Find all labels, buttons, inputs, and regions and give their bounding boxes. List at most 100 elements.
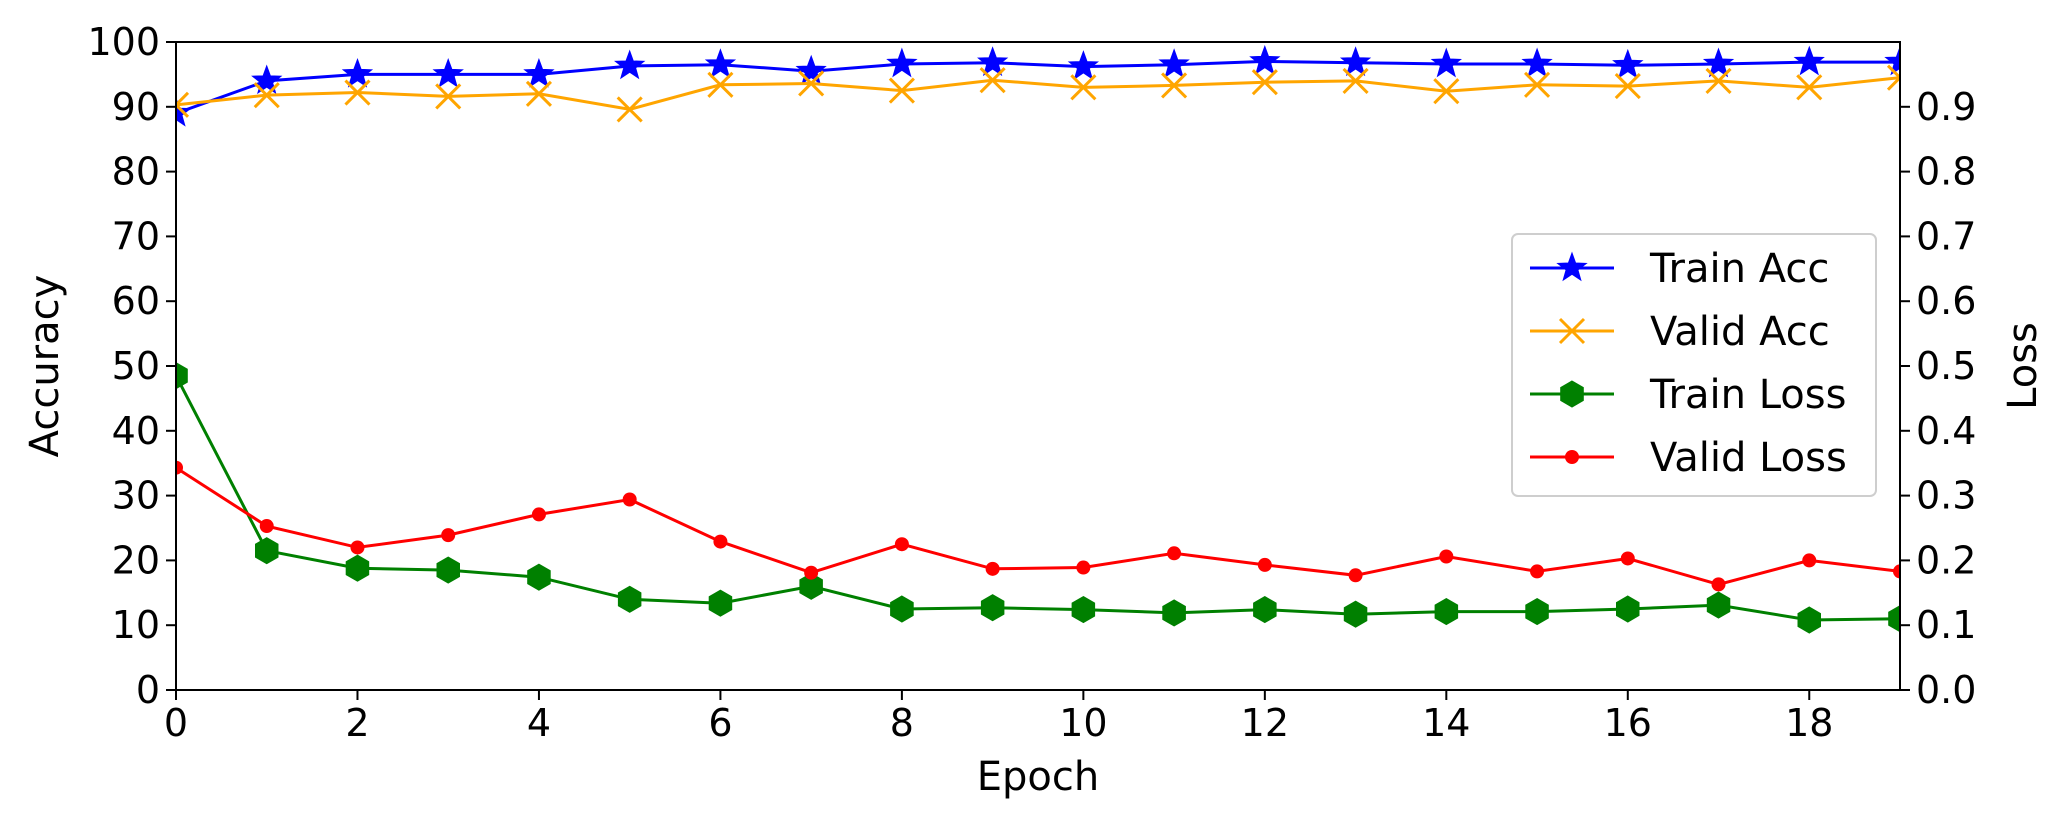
y-left-tick-label: 90 (112, 85, 160, 129)
data-point-valid-loss (1439, 549, 1454, 564)
data-point-train-loss (527, 563, 551, 591)
data-point-train-loss (890, 595, 914, 623)
data-point-valid-acc (1705, 67, 1732, 94)
y-right-tick-label: 0.6 (1916, 279, 1976, 323)
x-marker-stroke (253, 82, 280, 109)
series-line-train-loss (176, 375, 1900, 622)
data-point-train-loss (1071, 596, 1096, 624)
data-point-train-loss (1797, 606, 1821, 634)
x-marker-stroke (435, 83, 462, 110)
x-marker-stroke (525, 80, 553, 107)
data-point-valid-loss (531, 507, 546, 522)
x-marker-stroke (1523, 71, 1551, 98)
data-point-valid-acc (798, 70, 825, 97)
data-point-valid-acc (1433, 78, 1460, 105)
plot-frame (175, 41, 1901, 691)
data-point-valid-loss (804, 565, 819, 580)
y-right-tick-label: 0.7 (1916, 214, 1976, 258)
x-marker-stroke (176, 102, 190, 118)
y-left-tick-label: 10 (112, 603, 160, 647)
data-point-valid-acc (616, 96, 643, 123)
legend-marker-valid-loss (1565, 450, 1579, 464)
x-marker-stroke (1342, 67, 1369, 94)
y-right-tick-label: 0.4 (1916, 409, 1976, 453)
y-right-tick-label: 0.0 (1916, 668, 1976, 712)
data-point-valid-loss (441, 528, 456, 543)
data-point-train-loss (436, 556, 460, 584)
legend-marker-train-acc (1556, 251, 1588, 282)
legend-item-train-acc: Train Acc (1530, 246, 1829, 292)
data-point-train-loss (345, 554, 370, 582)
y-right-tick-label: 0.2 (1916, 538, 1976, 582)
data-point-valid-acc (435, 83, 462, 110)
data-point-valid-loss (350, 540, 365, 555)
x-marker-stroke (176, 91, 190, 107)
data-point-train-loss (1253, 596, 1277, 624)
legend-label-valid-loss: Valid Loss (1650, 435, 1847, 481)
data-point-train-acc (1521, 47, 1553, 78)
data-point-train-loss (176, 362, 188, 390)
data-point-train-loss (1525, 598, 1549, 626)
data-point-valid-acc (1886, 64, 1900, 91)
legend-label-train-loss: Train Loss (1649, 372, 1846, 418)
series-train-loss (176, 362, 1900, 634)
x-marker-stroke (1886, 75, 1900, 91)
data-point-valid-loss (1711, 577, 1726, 592)
data-point-valid-acc (1251, 69, 1278, 96)
legend-marker-valid-acc (1558, 317, 1586, 345)
data-point-train-loss (1706, 591, 1731, 619)
data-point-train-loss (1888, 605, 1900, 633)
data-point-train-acc (977, 46, 1009, 77)
series-line-train-acc (176, 59, 1900, 115)
x-axis-title: Epoch (977, 754, 1099, 800)
data-point-valid-acc (176, 91, 190, 118)
y-left-tick-label: 0 (136, 668, 160, 712)
data-point-train-acc (1158, 48, 1190, 78)
data-point-valid-loss (622, 492, 637, 507)
y-left-tick-label: 40 (112, 409, 160, 453)
data-point-valid-loss (894, 537, 909, 552)
x-marker-stroke (979, 67, 1006, 94)
data-point-train-loss (1162, 599, 1186, 627)
y-left-tick-label: 80 (112, 150, 160, 194)
series-valid-loss (176, 460, 1900, 592)
x-tick-label: 16 (1604, 701, 1652, 745)
data-point-train-acc (341, 57, 374, 88)
x-tick-label: 6 (708, 701, 732, 745)
x-marker-stroke (707, 71, 734, 98)
data-point-valid-acc (979, 67, 1006, 94)
series-train-acc (176, 44, 1900, 127)
x-marker-stroke (344, 79, 371, 106)
data-point-valid-acc (1523, 71, 1551, 98)
x-tick-label: 0 (164, 701, 188, 745)
data-point-train-acc (1249, 44, 1281, 75)
data-point-valid-loss (713, 534, 728, 549)
x-marker-stroke (616, 96, 643, 123)
y-right-axis-title: Loss (2000, 322, 2046, 410)
data-point-valid-loss (1620, 551, 1635, 566)
legend-item-valid-acc: Valid Acc (1530, 309, 1830, 355)
x-marker-stroke (1558, 317, 1586, 345)
x-marker-stroke (888, 77, 915, 104)
data-point-valid-loss (1076, 560, 1091, 575)
y-right-tick-label: 0.3 (1916, 474, 1976, 518)
y-left-tick-label: 100 (87, 20, 160, 64)
x-marker-stroke (1796, 74, 1823, 101)
x-marker-stroke (1161, 72, 1188, 99)
data-point-train-loss (1616, 595, 1640, 623)
data-point-train-acc (1884, 45, 1900, 76)
data-point-train-loss (799, 572, 823, 600)
data-point-train-acc (432, 57, 464, 88)
y-right-tick-label: 0.8 (1916, 150, 1976, 194)
data-point-valid-acc (1161, 72, 1188, 99)
data-point-valid-acc (344, 79, 371, 106)
data-point-valid-acc (1614, 73, 1641, 100)
x-marker-stroke (1614, 73, 1641, 100)
x-tick-label: 14 (1422, 701, 1470, 745)
y-left-axis-title: Accuracy (22, 275, 68, 458)
data-point-train-acc (523, 57, 555, 88)
x-marker-stroke (1433, 78, 1460, 105)
y-left-tick-label: 60 (112, 279, 160, 323)
series-line-valid-loss (176, 466, 1900, 586)
legend-item-train-loss: Train Loss (1530, 372, 1846, 418)
